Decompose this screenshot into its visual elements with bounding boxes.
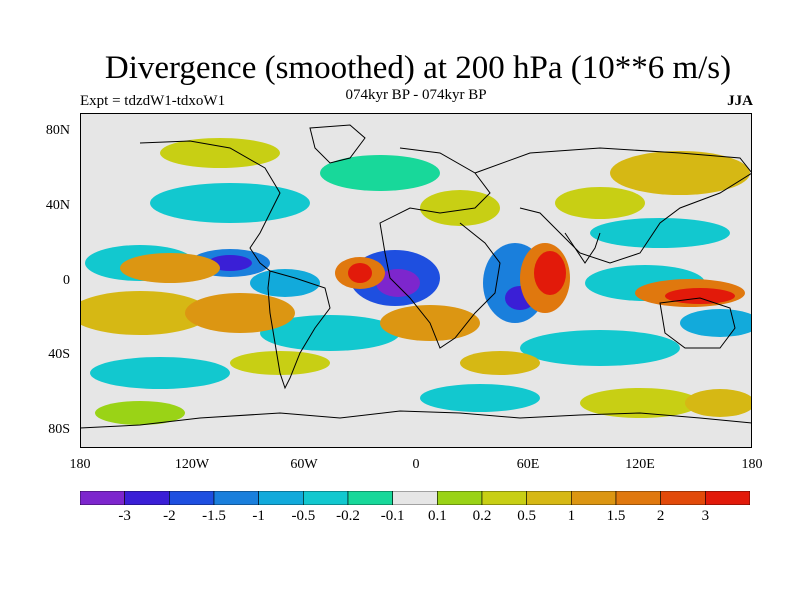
colorbar-swatch (213, 491, 259, 505)
x-tick-label: 0 (412, 457, 420, 472)
colorbar-swatch (660, 491, 706, 505)
colorbar-label: -2 (163, 508, 176, 524)
y-tick-label: 0 (63, 273, 70, 288)
colorbar-swatch (347, 491, 393, 505)
x-tick-label: 60E (516, 457, 540, 472)
y-tick-label: 40N (45, 198, 70, 213)
colorbar-label: -3 (118, 508, 131, 524)
plot-subtitle: 074kyr BP - 074kyr BP (345, 87, 487, 103)
plot-title: Divergence (smoothed) at 200 hPa (10**6 … (104, 50, 732, 86)
x-tick-label: 120E (625, 457, 655, 472)
y-tick-label: 80S (48, 422, 70, 437)
colorbar-label: 1 (567, 508, 576, 524)
colorbar-label: 3 (701, 508, 710, 524)
colorbar-label: 2 (656, 508, 665, 524)
colorbar-label: 0.1 (427, 508, 447, 524)
x-tick-label: 60W (290, 457, 318, 472)
x-tick-label: 180 (69, 457, 91, 472)
y-tick-label: 80N (45, 123, 70, 138)
colorbar-swatch (392, 491, 438, 505)
colorbar-label: 0.5 (517, 508, 537, 524)
y-tick-label: 40S (48, 347, 70, 362)
colorbar-label: 0.2 (472, 508, 492, 524)
colorbar-swatch (526, 491, 572, 505)
colorbar-swatch (705, 491, 750, 505)
colorbar (80, 491, 750, 505)
x-tick-label: 120W (174, 457, 210, 472)
colorbar-swatch (124, 491, 170, 505)
divergence-map (80, 113, 752, 448)
colorbar-swatch (571, 491, 617, 505)
colorbar-label: -0.1 (380, 508, 405, 524)
x-tick-label: 180 (741, 457, 763, 472)
colorbar-swatch (258, 491, 304, 505)
colorbar-label: 1.5 (606, 508, 626, 524)
colorbar-swatch (303, 491, 349, 505)
experiment-label: Expt = tdzdW1-tdxoW1 (80, 93, 226, 109)
colorbar-label: -1 (252, 508, 265, 524)
season-label: JJA (727, 93, 753, 109)
colorbar-label: -0.2 (336, 508, 360, 524)
colorbar-label: -1.5 (202, 508, 226, 524)
colorbar-swatch (615, 491, 661, 505)
colorbar-label: -0.5 (291, 508, 316, 524)
colorbar-swatch (169, 491, 215, 505)
colorbar-swatch (481, 491, 527, 505)
colorbar-swatch (437, 491, 483, 505)
colorbar-swatch (80, 491, 125, 505)
coastlines (80, 124, 752, 429)
